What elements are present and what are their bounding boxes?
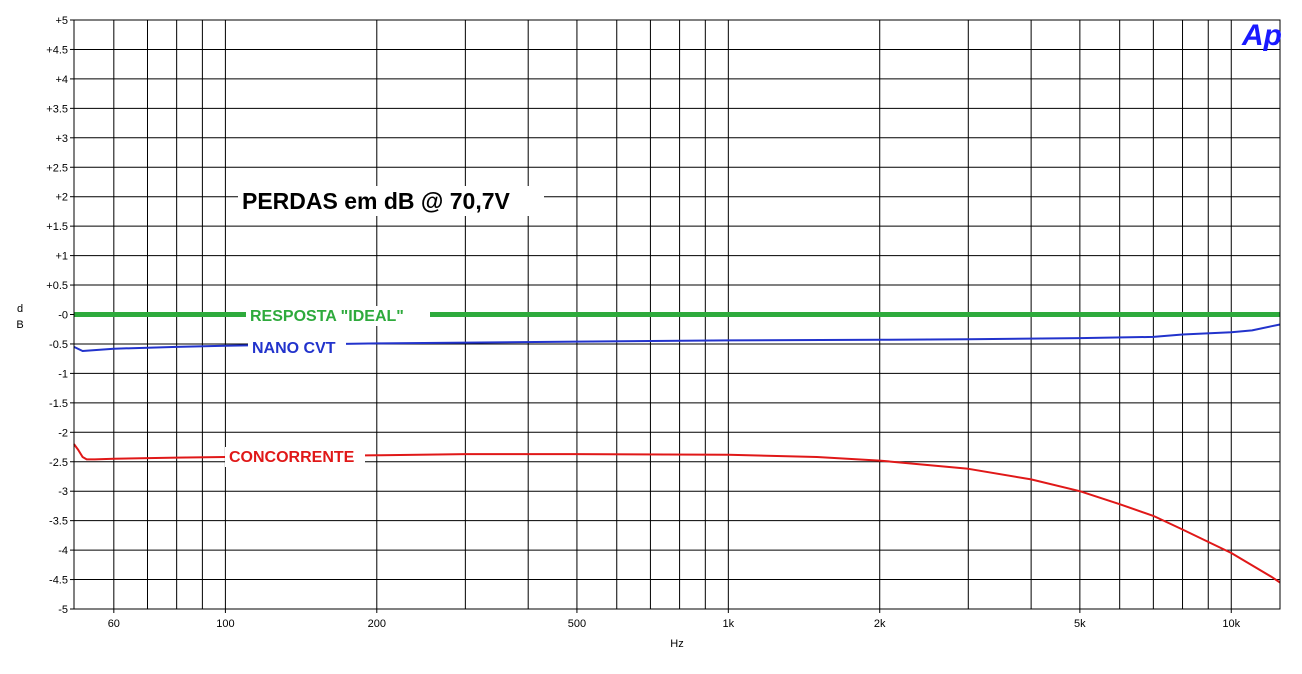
title-background (238, 186, 544, 216)
x-tick-label: 100 (216, 618, 234, 630)
y-tick-label: +1.5 (46, 221, 68, 233)
x-tick-label: 5k (1074, 618, 1086, 630)
series-label-nano-cvt: NANO CVT (252, 340, 336, 357)
y-axis-label-b: B (16, 319, 23, 331)
series-label-background (246, 306, 430, 326)
x-axis-label: Hz (670, 638, 683, 650)
y-tick-label: +4 (55, 74, 68, 86)
y-tick-label: -1.5 (49, 398, 68, 410)
y-tick-labels: +5 +4.5 +4 +3.5 +3 +2.5 +2 +1.5 +1 +0.5 -0 -0.5 -1 -1… (46, 15, 74, 616)
y-tick-label: +5 (55, 15, 68, 27)
y-tick-label: -3 (58, 486, 68, 498)
chart-title: PERDAS em dB @ 70,7V (242, 188, 511, 214)
x-tick-labels: 60 100 200 500 1k 2k 5k 10k (108, 609, 1241, 630)
y-tick-label: +3 (55, 133, 68, 145)
y-tick-label: +2 (55, 192, 68, 204)
y-tick-label: -4.5 (49, 575, 68, 587)
x-tick-label: 500 (568, 618, 586, 630)
series-label-background (225, 447, 365, 467)
x-tick-label: 200 (368, 618, 386, 630)
x-tick-label: 10k (1222, 618, 1240, 630)
y-tick-label: -0 (58, 310, 68, 322)
y-tick-label: +4.5 (46, 44, 68, 56)
y-tick-label: -3.5 (49, 516, 68, 528)
x-tick-label: 60 (108, 618, 120, 630)
series-label-background (248, 338, 346, 358)
series-label-ideal: RESPOSTA "IDEAL" (250, 308, 404, 325)
series-labels: RESPOSTA "IDEAL" NANO CVT CONCORRENTE (225, 306, 430, 467)
y-tick-label: +2.5 (46, 162, 68, 174)
y-tick-label: +1 (55, 251, 68, 263)
series-label-concorrente: CONCORRENTE (229, 449, 355, 466)
x-tick-label: 2k (874, 618, 886, 630)
y-tick-label: +0.5 (46, 280, 68, 292)
series-line-concorrente (73, 443, 1281, 584)
x-tick-label: 1k (723, 618, 735, 630)
y-tick-label: -2.5 (49, 457, 68, 469)
y-tick-label: +3.5 (46, 103, 68, 115)
series-line-nano-cvt (73, 323, 1281, 352)
y-tick-label: -2 (58, 427, 68, 439)
y-tick-label: -5 (58, 604, 68, 616)
y-tick-label: -4 (58, 545, 68, 557)
y-axis-label-d: d (17, 303, 23, 315)
ap-logo: Ap (1241, 19, 1282, 52)
y-tick-label: -0.5 (49, 339, 68, 351)
y-tick-label: -1 (58, 368, 68, 380)
